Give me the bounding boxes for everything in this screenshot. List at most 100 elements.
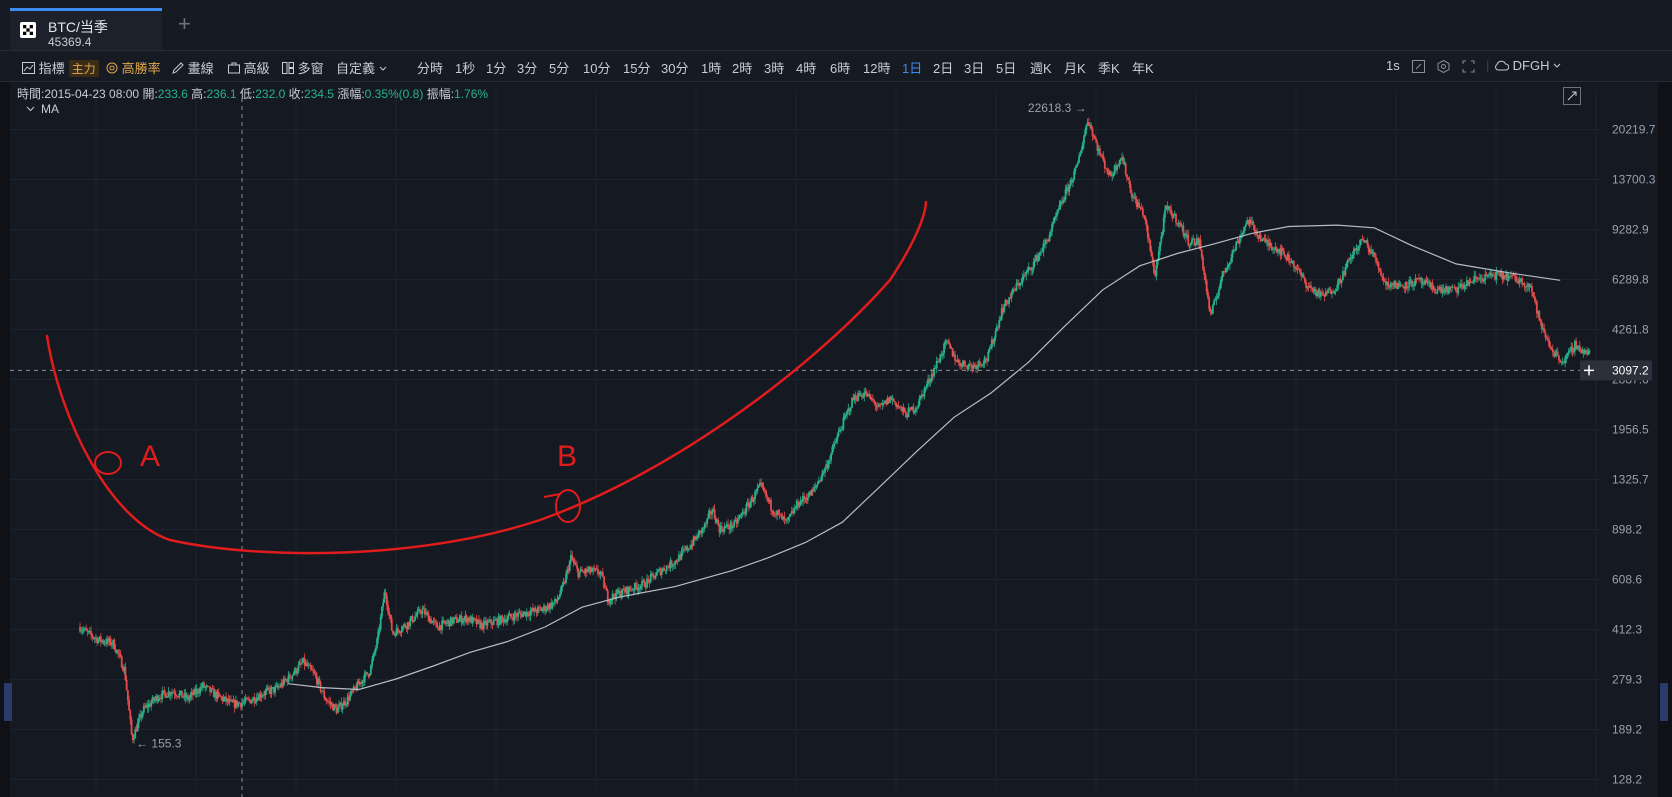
interval-13[interactable]: 12時 (863, 61, 891, 76)
candle-body (997, 326, 999, 328)
candle-body (907, 408, 910, 417)
interval-6[interactable]: 15分 (623, 61, 651, 76)
candle-body (462, 621, 464, 624)
candle-body (1200, 249, 1203, 258)
interval-17[interactable]: 5日 (996, 61, 1017, 76)
right-collapse-handle[interactable] (1660, 683, 1668, 721)
candle-body (1225, 267, 1228, 273)
candle-body (664, 570, 667, 572)
custom-dropdown[interactable]: 自定義 (336, 58, 387, 77)
candle-body (701, 527, 704, 534)
interval-19[interactable]: 月K (1064, 61, 1086, 76)
candle-body (502, 618, 505, 623)
screenshot-icon[interactable] (1412, 60, 1425, 73)
candle-body (142, 706, 145, 713)
candle-body (1501, 271, 1504, 280)
candle-body (1092, 136, 1095, 137)
ma-toggle[interactable]: MA (26, 102, 59, 116)
candle-body (1030, 267, 1033, 271)
candle-body (1426, 282, 1429, 284)
candle-body (829, 460, 831, 462)
candle-body (673, 564, 675, 566)
candle-body (1483, 279, 1485, 282)
interval-0[interactable]: 分時 (417, 61, 444, 76)
draw-button[interactable]: 畫線 (172, 58, 214, 77)
interval-11[interactable]: 4時 (796, 61, 817, 76)
interval-21[interactable]: 年K (1132, 61, 1154, 76)
candle-body (1437, 289, 1440, 290)
candle-body (670, 560, 673, 567)
candle-body (1144, 216, 1147, 221)
advanced-button[interactable]: 高級 (228, 58, 270, 77)
candle-body (652, 573, 655, 576)
interval-18[interactable]: 週K (1030, 61, 1052, 76)
indicators-button[interactable]: 指標 主力 (22, 58, 99, 77)
settings-icon[interactable] (1437, 60, 1450, 73)
candle-body (1488, 274, 1490, 276)
candle-body (761, 482, 764, 487)
interval-12[interactable]: 6時 (830, 61, 851, 76)
candle-body (118, 653, 121, 655)
candle-body (733, 520, 736, 527)
interval-14[interactable]: 1日 (902, 61, 923, 76)
left-collapse-handle[interactable] (4, 683, 12, 721)
interval-4[interactable]: 5分 (549, 61, 570, 76)
interval-5[interactable]: 10分 (583, 61, 611, 76)
interval-3[interactable]: 3分 (517, 61, 538, 76)
interval-7[interactable]: 30分 (661, 61, 689, 76)
candle-body (776, 510, 779, 516)
candle-body (393, 633, 396, 635)
candle-body (1299, 268, 1301, 273)
candle-body (1356, 247, 1359, 251)
candle-body (1051, 224, 1053, 232)
interval-1[interactable]: 1秒 (455, 61, 476, 76)
candle-body (1234, 249, 1236, 252)
candle-body (821, 470, 824, 477)
candle-body (1567, 350, 1570, 354)
candle-body (1411, 285, 1414, 287)
candle-body (825, 464, 828, 469)
max-price-label: 22618.3 → (1028, 101, 1087, 115)
candle-body (981, 365, 983, 366)
candle-body (775, 514, 777, 516)
add-tab-button[interactable]: + (178, 11, 191, 36)
candle-body (295, 668, 297, 674)
expand-icon[interactable] (1563, 87, 1581, 105)
interval-8[interactable]: 1時 (701, 61, 722, 76)
candle-body (581, 569, 583, 572)
candle-body (349, 694, 351, 701)
interval-16[interactable]: 3日 (964, 61, 985, 76)
candle-body (616, 590, 619, 594)
win-rate-button[interactable]: 高勝率 (106, 58, 161, 77)
interval-2[interactable]: 1分 (486, 61, 507, 76)
fullscreen-icon[interactable] (1462, 60, 1475, 73)
candle-body (1036, 255, 1039, 262)
candle-body (1359, 240, 1362, 246)
candle-body (1410, 279, 1413, 287)
candle-body (585, 568, 588, 572)
candle-body (935, 361, 938, 369)
candle-body (658, 568, 661, 571)
interval-20[interactable]: 季K (1098, 61, 1120, 76)
candle-body (1535, 301, 1538, 314)
multi-window-button[interactable]: 多窗 (282, 58, 324, 77)
interval-10[interactable]: 3時 (764, 61, 785, 76)
candle-body (1267, 240, 1269, 246)
cloud-account-button[interactable]: DFGH (1494, 58, 1561, 73)
refresh-rate-button[interactable]: 1s (1386, 58, 1400, 73)
candle-body (1423, 282, 1425, 285)
candle-body (714, 517, 717, 524)
candle-body (1208, 297, 1211, 309)
candle-body (211, 688, 214, 690)
candle-body (1191, 239, 1193, 244)
candle-body (441, 620, 443, 630)
candle-body (583, 571, 586, 573)
candle-body (745, 504, 748, 513)
candle-body (454, 617, 457, 618)
interval-15[interactable]: 2日 (933, 61, 954, 76)
candle-body (1322, 294, 1325, 296)
tab-btc-quarterly[interactable]: BTC/当季 45369.4 (10, 8, 162, 50)
interval-9[interactable]: 2時 (732, 61, 753, 76)
candle-body (1027, 267, 1030, 271)
